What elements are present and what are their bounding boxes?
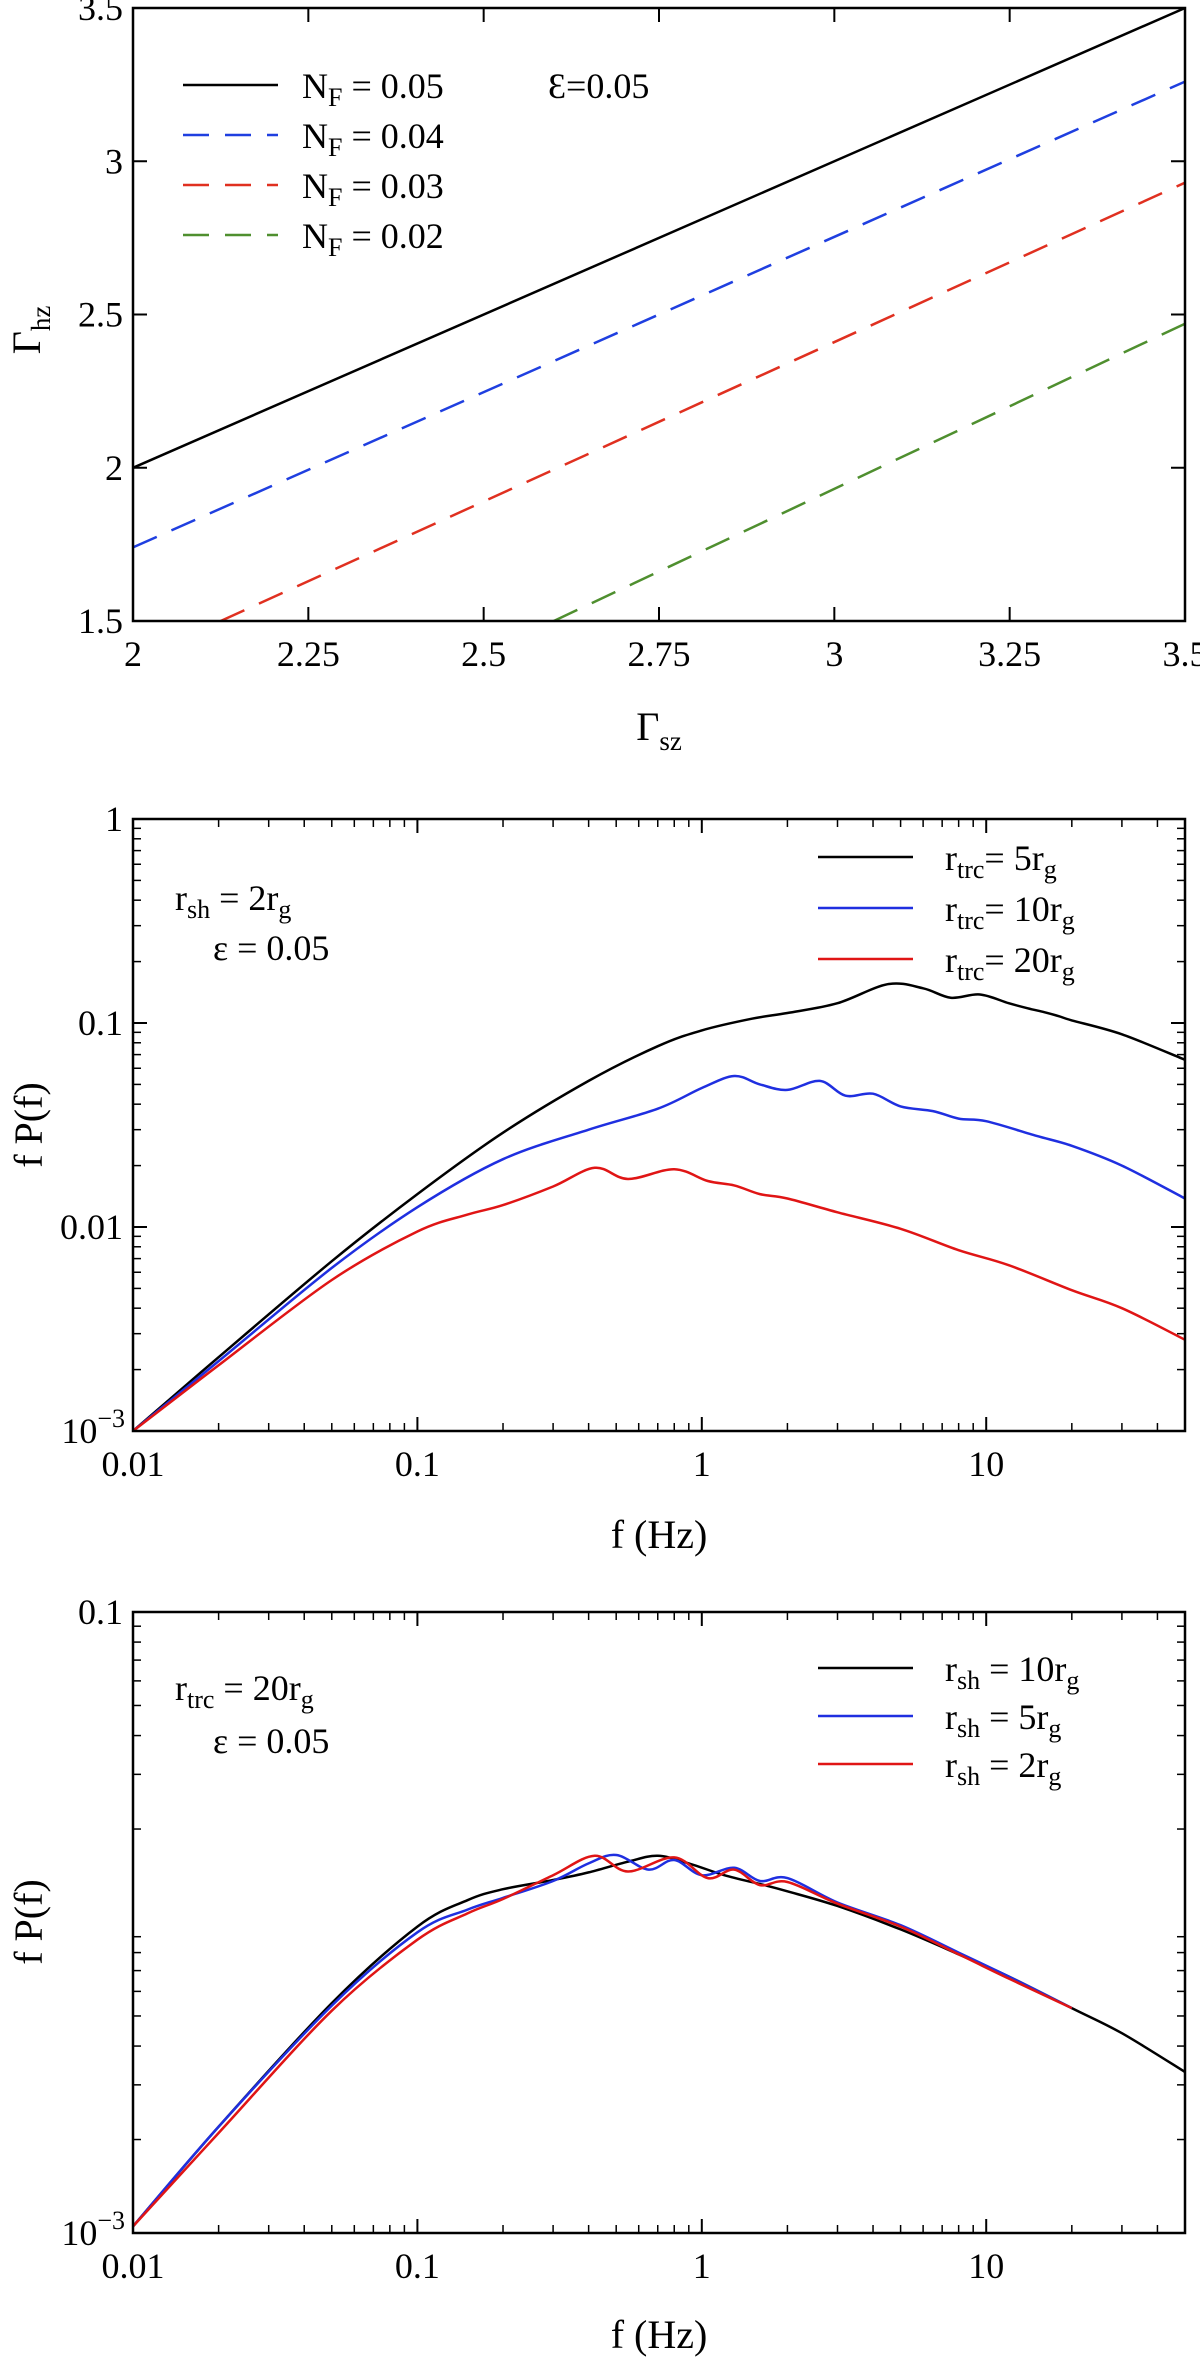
panel-3-xlabel: f (Hz) (611, 2312, 708, 2357)
panel-2-ytick-label: 0.01 (60, 1207, 123, 1247)
panel-3-xtick-label: 0.1 (395, 2246, 440, 2286)
panel-2-xlabel: f (Hz) (611, 1512, 708, 1557)
panel-3-ylabel: f P(f) (6, 1879, 51, 1965)
panel-1-xtick-label: 2 (124, 634, 142, 674)
legend-label-nf-0.02: NF = 0.02 (302, 216, 444, 262)
panel-1-xtick-label: 3.25 (978, 634, 1041, 674)
panel-1-ytick-label: 2.5 (78, 295, 123, 335)
panel-1-xtick-label: 3.5 (1163, 634, 1200, 674)
legend-label-nf-0.03: NF = 0.03 (302, 166, 444, 212)
panel-2-xtick-label: 0.01 (102, 1444, 165, 1484)
panel-1-xtick-label: 2.75 (628, 634, 691, 674)
panel-3-xtick-label: 10 (968, 2246, 1004, 2286)
legend-label-nf-0.04: NF = 0.04 (302, 116, 444, 162)
panel-1-ytick-label: 2 (105, 448, 123, 488)
panel-2-xtick-label: 0.1 (395, 1444, 440, 1484)
panel-3-ytick-label: 0.1 (78, 1592, 123, 1632)
panel-1-ytick-label: 1.5 (78, 601, 123, 641)
panel-1-xtick-label: 3 (825, 634, 843, 674)
panel-2-ytick-label: 0.1 (78, 1003, 123, 1043)
epsilon-annotation: Ɛ=0.05 (548, 66, 649, 106)
panel-2-xtick-label: 10 (968, 1444, 1004, 1484)
panel-1-ytick-label: 3.5 (78, 0, 123, 28)
panel-2-annotation-epsilon: ε = 0.05 (213, 928, 329, 968)
panel-2-ytick-label: 1 (105, 799, 123, 839)
panel-2-ylabel: f P(f) (6, 1082, 51, 1168)
panel-3-xtick-label: 1 (693, 2246, 711, 2286)
legend-label-nf-0.05: NF = 0.05 (302, 66, 444, 112)
panel-1-xtick-label: 2.5 (461, 634, 506, 674)
panel-2-xtick-label: 1 (693, 1444, 711, 1484)
panel-3-xtick-label: 0.01 (102, 2246, 165, 2286)
panel-3-annotation-epsilon: ε = 0.05 (213, 1721, 329, 1761)
panel-1-ytick-label: 3 (105, 141, 123, 181)
panel-1-xtick-label: 2.25 (277, 634, 340, 674)
